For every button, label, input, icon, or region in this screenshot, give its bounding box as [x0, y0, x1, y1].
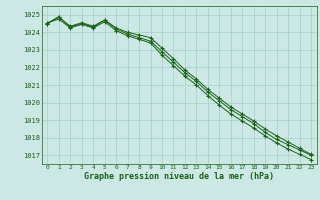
X-axis label: Graphe pression niveau de la mer (hPa): Graphe pression niveau de la mer (hPa): [84, 172, 274, 181]
